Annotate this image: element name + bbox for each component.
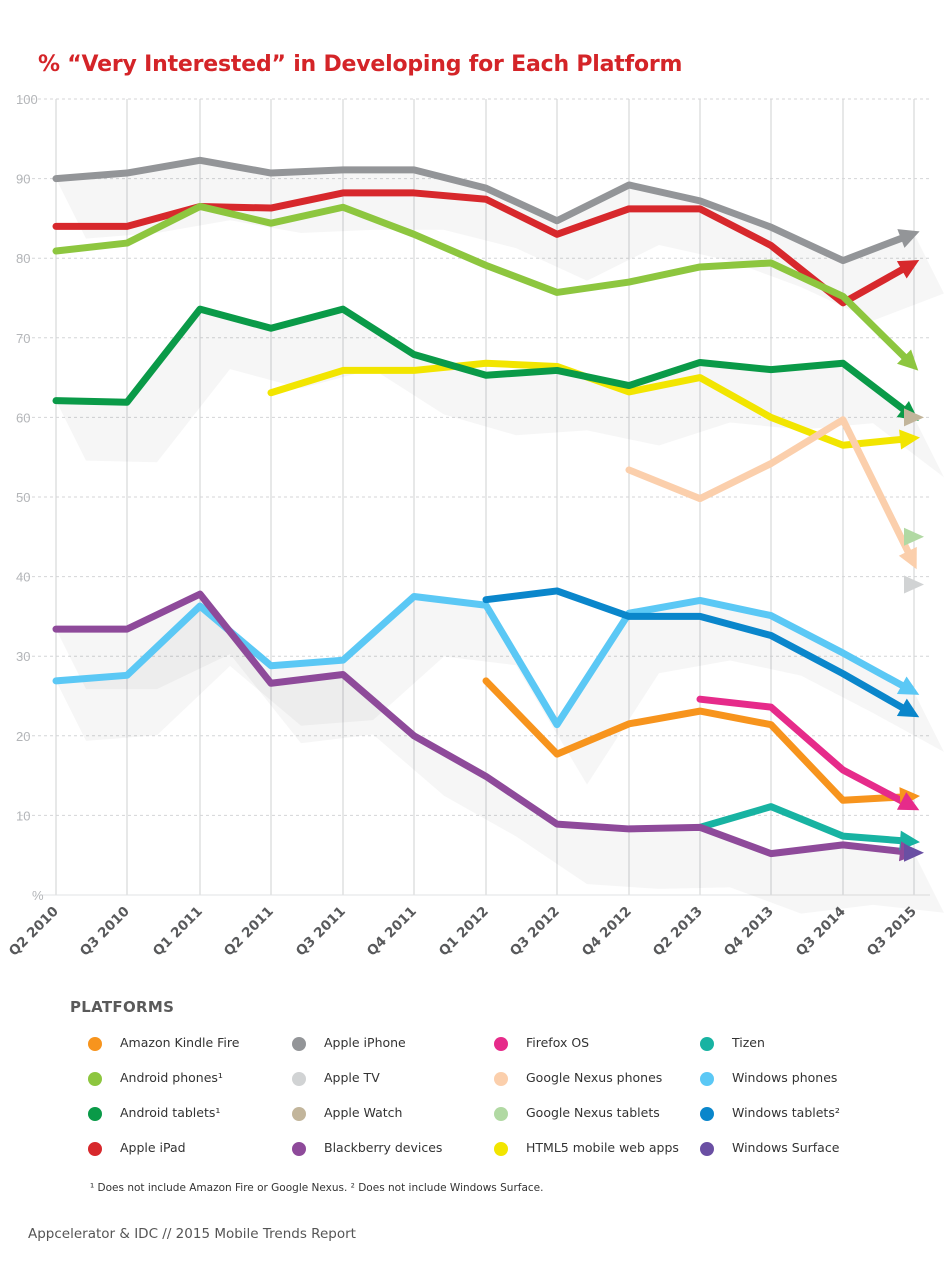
series-arrowhead — [897, 349, 919, 371]
x-tick-label: Q4 2011 — [364, 904, 420, 960]
legend-swatch — [292, 1072, 306, 1086]
legend-label: Apple TV — [324, 1070, 380, 1085]
legend-swatch — [494, 1037, 508, 1051]
legend-swatch — [494, 1142, 508, 1156]
series-arrowhead — [897, 229, 920, 248]
legend-swatch — [700, 1037, 714, 1051]
series-arrowhead — [899, 429, 920, 450]
legend-label: Apple Watch — [324, 1105, 403, 1120]
legend-label: Amazon Kindle Fire — [120, 1035, 240, 1050]
series-arrowhead — [898, 546, 917, 570]
series-line — [696, 695, 907, 806]
legend-swatch — [292, 1107, 306, 1121]
series-line — [482, 587, 908, 712]
series-arrowhead — [904, 527, 924, 546]
legend-swatch — [88, 1142, 102, 1156]
x-tick-label: Q1 2012 — [436, 904, 492, 960]
x-tick-label: Q4 2012 — [579, 904, 635, 960]
y-tick-label: 80 — [16, 251, 30, 266]
legend-label: Windows phones — [732, 1070, 838, 1085]
legend-label: Windows tablets² — [732, 1105, 840, 1120]
legend-label: Google Nexus phones — [526, 1070, 663, 1085]
x-tick-label: Q1 2011 — [150, 904, 206, 960]
series-arrowhead — [896, 676, 920, 695]
series-arrowhead — [904, 408, 924, 427]
x-tick-label: Q2 2010 — [6, 904, 62, 960]
legend-label: Apple iPhone — [324, 1035, 406, 1050]
x-tick-label: Q3 2015 — [864, 904, 920, 960]
y-tick-label: 100 — [16, 92, 38, 107]
y-tick-label: 60 — [16, 410, 30, 425]
series-shadow — [56, 160, 944, 320]
chart-series — [52, 156, 913, 858]
y-tick-label: 30 — [16, 649, 30, 664]
legend-label: Windows Surface — [732, 1140, 840, 1155]
legend-label: Firefox OS — [526, 1035, 590, 1050]
legend-swatch — [700, 1142, 714, 1156]
legend-label: Blackberry devices — [324, 1140, 443, 1155]
chart-title: % “Very Interested” in Developing for Ea… — [38, 52, 683, 77]
series-arrowhead — [896, 792, 920, 811]
chart-arrows — [896, 229, 924, 862]
legend-label: HTML5 mobile web apps — [526, 1140, 679, 1155]
series-arrowhead — [896, 698, 920, 718]
x-tick-label: Q3 2011 — [293, 904, 349, 960]
series-line — [52, 593, 907, 729]
x-tick-label: Q2 2013 — [650, 904, 706, 960]
y-tick-label: 70 — [16, 331, 30, 346]
series-line — [52, 305, 908, 414]
legend-swatch — [494, 1072, 508, 1086]
x-tick-label: Q4 2013 — [721, 904, 777, 960]
legend-swatch — [700, 1107, 714, 1121]
series-line — [482, 677, 906, 804]
series-line — [52, 156, 907, 265]
y-tick-label: 90 — [16, 172, 30, 187]
series-line — [52, 590, 906, 858]
series-arrowhead — [896, 260, 920, 279]
series-shadow — [56, 309, 944, 477]
x-tick-label: Q3 2012 — [507, 904, 563, 960]
legend-label: Google Nexus tablets — [526, 1105, 660, 1120]
y-tick-label: 10 — [16, 808, 30, 823]
y-tick-label: 20 — [16, 729, 30, 744]
legend-swatch — [700, 1072, 714, 1086]
legend-label: Tizen — [732, 1035, 765, 1050]
series-line — [52, 202, 909, 362]
legend-label: Android tablets¹ — [120, 1105, 221, 1120]
legend-title: PLATFORMS — [70, 998, 175, 1016]
y-unit-label: % — [32, 888, 44, 903]
legend-swatch — [88, 1107, 102, 1121]
legend-label: Apple iPad — [120, 1140, 186, 1155]
y-tick-label: 40 — [16, 570, 30, 585]
legend-label: Android phones¹ — [120, 1070, 223, 1085]
series-arrowhead — [904, 843, 924, 862]
y-tick-label: 50 — [16, 490, 30, 505]
legend-swatch — [292, 1142, 306, 1156]
legend: PLATFORMS Amazon Kindle Fire Android phon… — [68, 996, 908, 1176]
legend-swatch — [494, 1107, 508, 1121]
legend-swatch — [88, 1072, 102, 1086]
legend-swatch — [88, 1037, 102, 1051]
series-line — [625, 416, 913, 557]
footnote: ¹ Does not include Amazon Fire or Google… — [90, 1182, 544, 1194]
series-arrowhead — [904, 575, 924, 594]
x-tick-label: Q2 2011 — [221, 904, 277, 960]
legend-swatch — [292, 1037, 306, 1051]
line-chart: 10 20 30 40 50 60 70 80 90 100%Q2 2010 Q3 2010 Q1 2… — [6, 92, 944, 960]
x-tick-label: Q3 2010 — [77, 904, 133, 960]
source-credit: Appcelerator & IDC // 2015 Mobile Trends… — [28, 1226, 356, 1242]
series-line — [696, 803, 906, 845]
